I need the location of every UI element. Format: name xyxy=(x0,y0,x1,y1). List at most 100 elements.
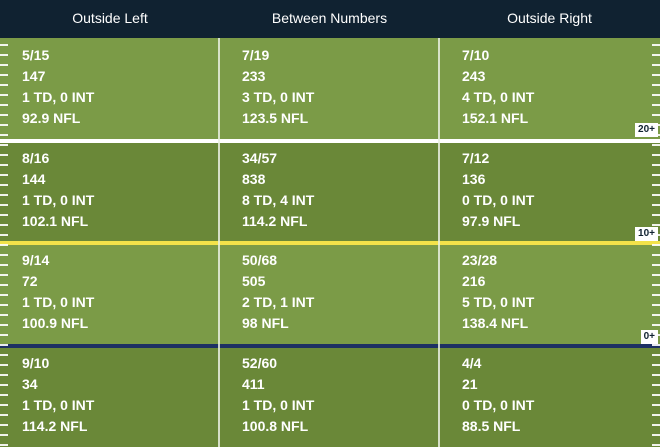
hash-mark xyxy=(0,284,8,286)
td-int: 5 TD, 0 INT xyxy=(462,294,535,310)
yards: 34 xyxy=(22,376,38,392)
hash-mark xyxy=(652,74,660,76)
hash-mark xyxy=(652,404,660,406)
column-separator-right xyxy=(438,38,440,447)
hash-mark xyxy=(652,344,660,346)
yard-label-20: 20+ xyxy=(635,123,658,137)
hash-mark xyxy=(652,374,660,376)
td-int: 1 TD, 0 INT xyxy=(22,294,95,310)
hash-mark xyxy=(652,424,660,426)
hash-mark xyxy=(652,214,660,216)
comp-att: 50/68 xyxy=(242,252,278,268)
divider-line-of-scrimmage xyxy=(0,344,660,348)
yard-label-0: 0+ xyxy=(640,330,658,344)
hash-mark xyxy=(0,214,8,216)
hash-mark xyxy=(652,434,660,436)
rating: 102.1 NFL xyxy=(22,213,89,229)
cell-20-outside-right: 7/10 243 4 TD, 0 INT 152.1 NFL xyxy=(462,45,534,129)
zone-behind-los xyxy=(0,348,660,447)
hash-mark xyxy=(652,184,660,186)
rating: 114.2 NFL xyxy=(22,418,88,434)
hash-mark xyxy=(0,194,8,196)
comp-att: 52/60 xyxy=(242,355,278,371)
hash-mark xyxy=(0,364,8,366)
zone-10-plus xyxy=(0,143,660,241)
rating: 114.2 NFL xyxy=(242,213,308,229)
hash-mark xyxy=(0,114,8,116)
hash-mark xyxy=(652,54,660,56)
comp-att: 7/19 xyxy=(242,47,270,63)
column-separator-left xyxy=(218,38,220,447)
hash-mark xyxy=(0,404,8,406)
hash-mark xyxy=(652,144,660,146)
td-int: 0 TD, 0 INT xyxy=(462,192,535,208)
hash-mark xyxy=(0,384,8,386)
hash-mark xyxy=(0,144,8,146)
hash-mark xyxy=(0,264,8,266)
comp-att: 8/16 xyxy=(22,150,50,166)
rating: 98 NFL xyxy=(242,315,289,331)
hash-mark xyxy=(652,364,660,366)
hash-mark xyxy=(652,324,660,326)
zone-0-plus xyxy=(0,245,660,344)
yards: 411 xyxy=(242,376,265,392)
hash-mark xyxy=(652,264,660,266)
td-int: 3 TD, 0 INT xyxy=(242,89,315,105)
hash-mark xyxy=(0,204,8,206)
comp-att: 23/28 xyxy=(462,252,498,268)
zone-20-plus xyxy=(0,38,660,139)
header-between-numbers: Between Numbers xyxy=(271,10,388,26)
comp-att: 34/57 xyxy=(242,150,278,166)
hash-mark xyxy=(652,164,660,166)
yards: 233 xyxy=(242,68,266,84)
hash-mark xyxy=(652,274,660,276)
hash-mark xyxy=(0,224,8,226)
hash-mark xyxy=(0,184,8,186)
column-header: Outside Left Between Numbers Outside Rig… xyxy=(0,0,660,38)
hash-mark xyxy=(652,254,660,256)
rating: 88.5 NFL xyxy=(462,418,521,434)
td-int: 4 TD, 0 INT xyxy=(462,89,535,105)
rating: 97.9 NFL xyxy=(462,213,521,229)
td-int: 0 TD, 0 INT xyxy=(462,397,535,413)
yards: 216 xyxy=(462,273,486,289)
rating: 92.9 NFL xyxy=(22,110,81,126)
rating: 100.9 NFL xyxy=(22,315,89,331)
hash-mark xyxy=(0,374,8,376)
cell-0-outside-right: 23/28 216 5 TD, 0 INT 138.4 NFL xyxy=(462,250,534,334)
hash-mark xyxy=(652,94,660,96)
td-int: 8 TD, 4 INT xyxy=(242,192,315,208)
hash-mark xyxy=(652,444,660,446)
hash-mark xyxy=(0,354,8,356)
hash-mark xyxy=(0,174,8,176)
hash-mark xyxy=(0,294,8,296)
hash-mark xyxy=(652,174,660,176)
hash-mark xyxy=(652,384,660,386)
rating: 138.4 NFL xyxy=(462,315,529,331)
td-int: 1 TD, 0 INT xyxy=(242,397,315,413)
hash-mark xyxy=(0,104,8,106)
hash-mark xyxy=(0,394,8,396)
td-int: 1 TD, 0 INT xyxy=(22,192,95,208)
hash-mark xyxy=(652,204,660,206)
cell-0-between-numbers: 50/68 505 2 TD, 1 INT 98 NFL xyxy=(242,250,314,334)
hash-mark xyxy=(0,94,8,96)
hash-mark xyxy=(0,124,8,126)
hash-mark xyxy=(652,244,660,246)
yards: 72 xyxy=(22,273,38,289)
divider-20-yard-line xyxy=(0,139,660,143)
hash-mark xyxy=(652,44,660,46)
comp-att: 9/14 xyxy=(22,252,50,268)
hash-mark xyxy=(0,84,8,86)
cell-10-between-numbers: 34/57 838 8 TD, 4 INT 114.2 NFL xyxy=(242,148,314,232)
hash-mark xyxy=(652,114,660,116)
yards: 505 xyxy=(242,273,266,289)
cell-behind-outside-left: 9/10 34 1 TD, 0 INT 114.2 NFL xyxy=(22,353,94,437)
rating: 100.8 NFL xyxy=(242,418,309,434)
cell-20-outside-left: 5/15 147 1 TD, 0 INT 92.9 NFL xyxy=(22,45,94,129)
hash-mark xyxy=(0,434,8,436)
rating: 123.5 NFL xyxy=(242,110,309,126)
hash-mark xyxy=(0,254,8,256)
hash-mark xyxy=(0,304,8,306)
yards: 243 xyxy=(462,68,486,84)
